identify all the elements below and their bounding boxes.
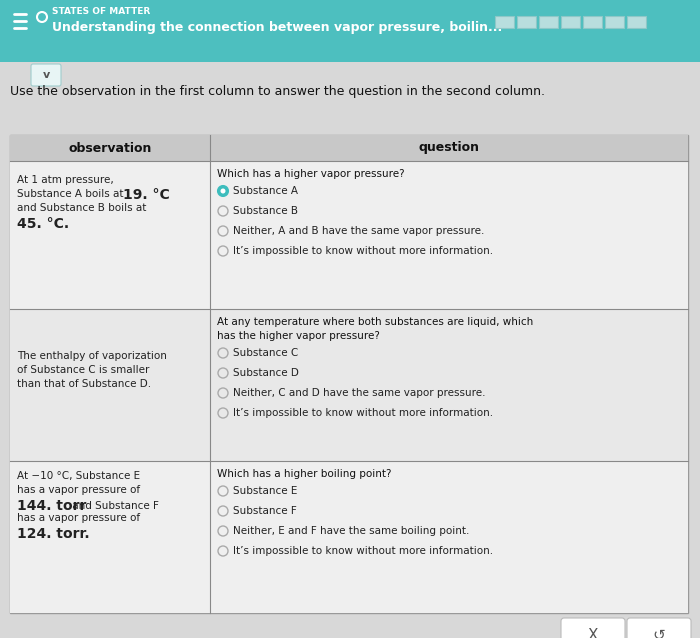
Text: than that of Substance D.: than that of Substance D.	[17, 379, 151, 389]
Text: Which has a higher boiling point?: Which has a higher boiling point?	[217, 469, 391, 479]
Text: Neither, A and B have the same vapor pressure.: Neither, A and B have the same vapor pre…	[233, 226, 484, 236]
Text: Substance A: Substance A	[233, 186, 298, 196]
FancyBboxPatch shape	[0, 62, 700, 638]
FancyBboxPatch shape	[605, 16, 624, 28]
FancyBboxPatch shape	[10, 135, 688, 161]
Text: has the higher vapor pressure?: has the higher vapor pressure?	[217, 331, 380, 341]
Text: Substance F: Substance F	[233, 506, 297, 516]
Text: The enthalpy of vaporization: The enthalpy of vaporization	[17, 351, 167, 361]
Text: 124. torr.: 124. torr.	[17, 527, 90, 541]
Text: At any temperature where both substances are liquid, which: At any temperature where both substances…	[217, 317, 533, 327]
FancyBboxPatch shape	[10, 135, 688, 613]
Text: Substance A boils at: Substance A boils at	[17, 189, 127, 199]
Text: and Substance F: and Substance F	[69, 501, 159, 511]
Text: Neither, C and D have the same vapor pressure.: Neither, C and D have the same vapor pre…	[233, 388, 486, 398]
Text: and Substance B boils at: and Substance B boils at	[17, 203, 146, 213]
FancyBboxPatch shape	[627, 618, 691, 638]
FancyBboxPatch shape	[10, 161, 688, 309]
Text: ↺: ↺	[652, 628, 666, 638]
Text: 144. torr: 144. torr	[17, 499, 86, 513]
Text: has a vapor pressure of: has a vapor pressure of	[17, 513, 140, 523]
Text: It’s impossible to know without more information.: It’s impossible to know without more inf…	[233, 546, 493, 556]
FancyBboxPatch shape	[561, 16, 580, 28]
FancyBboxPatch shape	[31, 64, 61, 86]
Text: Neither, E and F have the same boiling point.: Neither, E and F have the same boiling p…	[233, 526, 470, 536]
Text: STATES OF MATTER: STATES OF MATTER	[52, 8, 150, 17]
FancyBboxPatch shape	[0, 0, 700, 62]
Text: question: question	[419, 142, 480, 154]
Circle shape	[220, 188, 225, 193]
FancyBboxPatch shape	[539, 16, 558, 28]
Text: It’s impossible to know without more information.: It’s impossible to know without more inf…	[233, 408, 493, 418]
Text: Use the observation in the first column to answer the question in the second col: Use the observation in the first column …	[10, 85, 545, 98]
Text: X: X	[588, 628, 598, 638]
Text: v: v	[43, 70, 50, 80]
FancyBboxPatch shape	[561, 618, 625, 638]
Text: Substance E: Substance E	[233, 486, 298, 496]
FancyBboxPatch shape	[10, 461, 688, 613]
Text: has a vapor pressure of: has a vapor pressure of	[17, 485, 140, 495]
Text: of Substance C is smaller: of Substance C is smaller	[17, 365, 149, 375]
Circle shape	[218, 186, 228, 196]
Text: Substance C: Substance C	[233, 348, 298, 358]
Text: At 1 atm pressure,: At 1 atm pressure,	[17, 175, 113, 185]
Text: Substance B: Substance B	[233, 206, 298, 216]
Text: It’s impossible to know without more information.: It’s impossible to know without more inf…	[233, 246, 493, 256]
Text: 45. °C.: 45. °C.	[17, 217, 69, 231]
FancyBboxPatch shape	[583, 16, 602, 28]
Text: 19. °C: 19. °C	[123, 188, 169, 202]
FancyBboxPatch shape	[10, 309, 688, 461]
Text: At −10 °C, Substance E: At −10 °C, Substance E	[17, 471, 140, 481]
Text: Which has a higher vapor pressure?: Which has a higher vapor pressure?	[217, 169, 405, 179]
FancyBboxPatch shape	[627, 16, 646, 28]
Text: Understanding the connection between vapor pressure, boilin...: Understanding the connection between vap…	[52, 22, 503, 34]
FancyBboxPatch shape	[495, 16, 514, 28]
Text: observation: observation	[69, 142, 152, 154]
FancyBboxPatch shape	[517, 16, 536, 28]
Text: Substance D: Substance D	[233, 368, 299, 378]
